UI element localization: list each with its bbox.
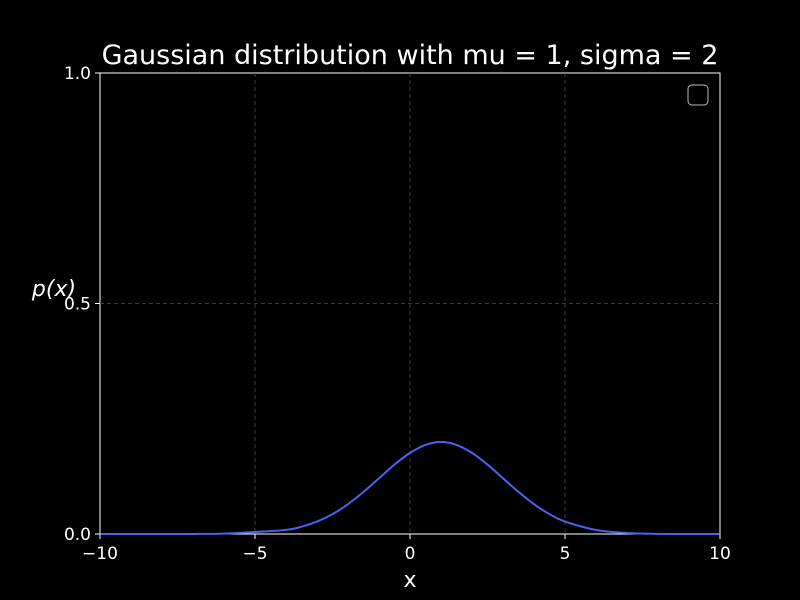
chart-title: Gaussian distribution with mu = 1, sigma… bbox=[102, 40, 719, 71]
x-tick-label: 10 bbox=[709, 544, 731, 564]
y-axis-label: p(x) bbox=[31, 277, 76, 302]
series-layer bbox=[99, 441, 721, 536]
legend-box bbox=[687, 84, 709, 106]
y-tick-label: 1.0 bbox=[64, 64, 91, 84]
x-axis-label: x bbox=[403, 568, 416, 593]
grid bbox=[100, 73, 720, 534]
axes: −10 −5 0 5 10 0.0 0.5 1.0 bbox=[64, 64, 731, 564]
x-tick-label: 0 bbox=[405, 544, 416, 564]
x-tick-label: 5 bbox=[560, 544, 571, 564]
x-tick-label: −10 bbox=[82, 544, 118, 564]
y-tick-label: 0.0 bbox=[64, 525, 91, 545]
series-line bbox=[99, 441, 721, 536]
x-tick-label: −5 bbox=[242, 544, 267, 564]
y-tick-label: 0.5 bbox=[64, 295, 91, 315]
